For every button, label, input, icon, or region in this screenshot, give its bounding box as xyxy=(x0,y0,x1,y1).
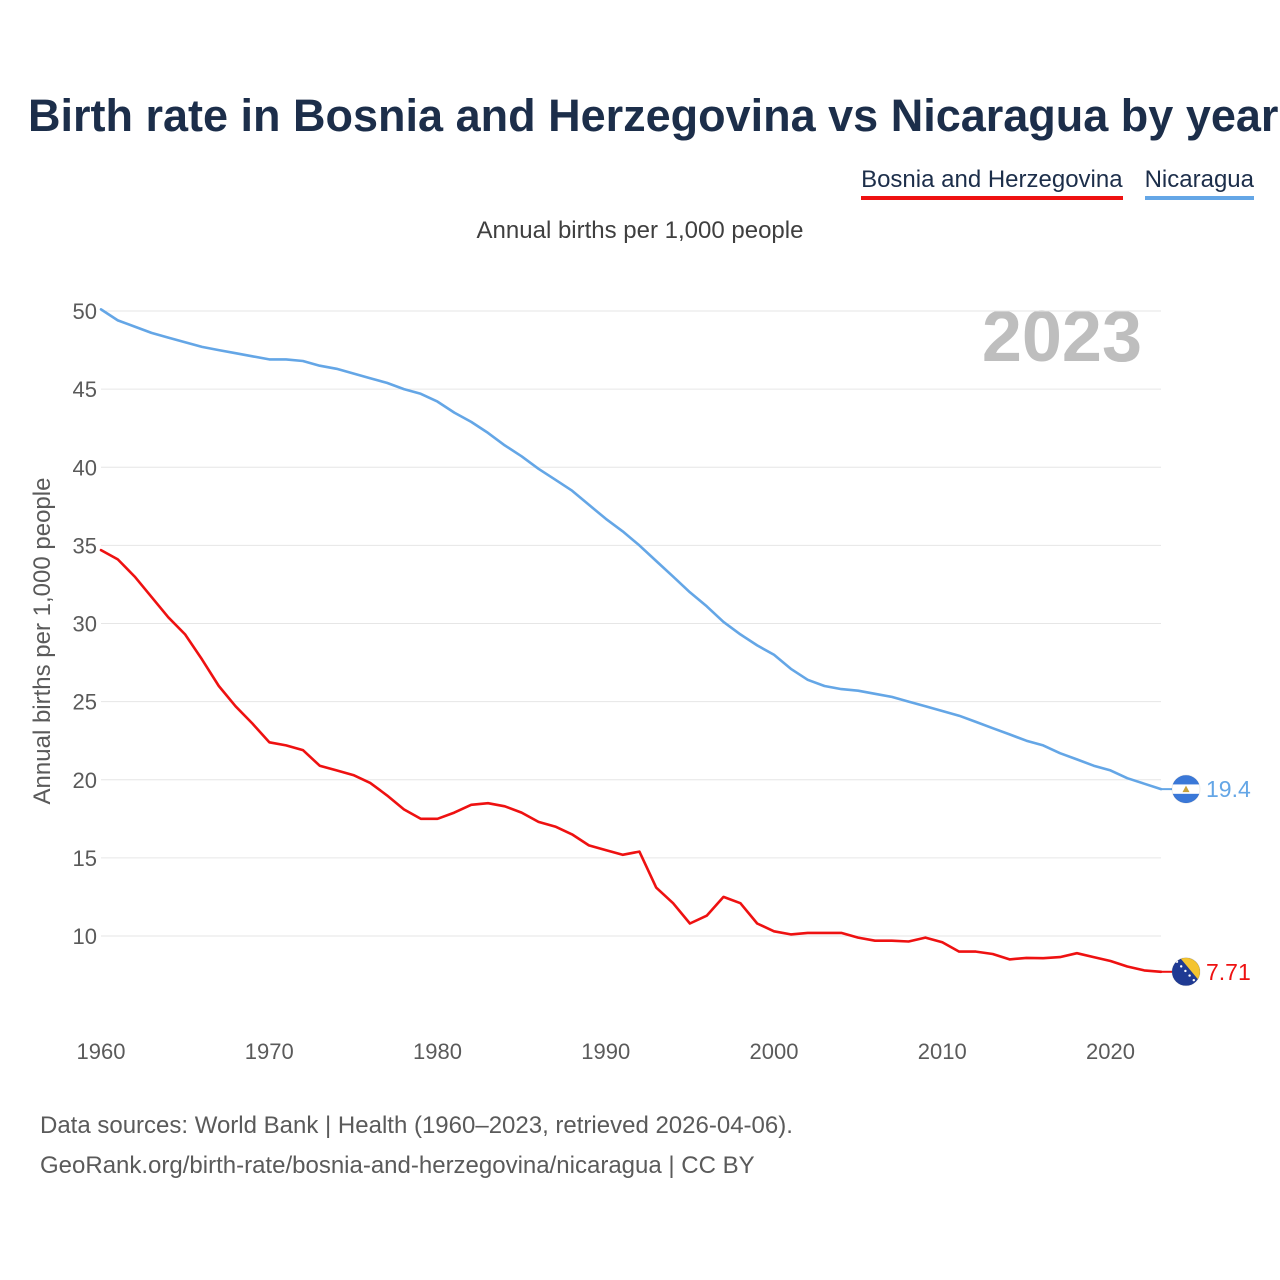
chart-title: Birth rate in Bosnia and Herzegovina vs … xyxy=(28,90,1279,141)
x-tick-label: 1960 xyxy=(77,1039,126,1064)
end-value-label: 7.71 xyxy=(1206,959,1251,985)
x-tick-label: 1980 xyxy=(413,1039,462,1064)
end-value-label: 19.4 xyxy=(1206,776,1251,802)
source-line-2: GeoRank.org/birth-rate/bosnia-and-herzeg… xyxy=(40,1152,755,1179)
y-axis-label: Annual births per 1,000 people xyxy=(29,478,56,805)
year-watermark: 2023 xyxy=(981,297,1142,377)
source-note: Data sources: World Bank | Health (1960–… xyxy=(40,1106,793,1186)
x-tick-label: 1970 xyxy=(245,1039,294,1064)
y-tick-label: 25 xyxy=(73,690,97,715)
nicaragua-flag-icon xyxy=(1171,774,1201,804)
y-axis-ticks: 10 15 20 25 30 35 40 45 50 xyxy=(73,299,97,949)
y-tick-label: 10 xyxy=(73,924,97,949)
y-tick-label: 20 xyxy=(73,768,97,793)
x-tick-label: 2010 xyxy=(918,1039,967,1064)
source-line-1: Data sources: World Bank | Health (1960–… xyxy=(40,1112,793,1139)
y-tick-label: 50 xyxy=(73,299,97,324)
y-tick-label: 35 xyxy=(73,533,97,558)
y-tick-label: 30 xyxy=(73,612,97,637)
x-tick-label: 2000 xyxy=(750,1039,799,1064)
x-tick-label: 1990 xyxy=(581,1039,630,1064)
x-axis-ticks: 1960 1970 1980 1990 2000 2010 2020 xyxy=(77,1039,1135,1064)
legend-item-bosnia-and-herzegovina[interactable]: Bosnia and Herzegovina xyxy=(861,166,1123,200)
x-tick-label: 2020 xyxy=(1086,1039,1135,1064)
series-line-bosnia-and-herzegovina[interactable] xyxy=(99,548,1163,974)
y-tick-label: 15 xyxy=(73,846,97,871)
legend: Bosnia and Herzegovina Nicaragua xyxy=(861,166,1254,200)
chart-subtitle: Annual births per 1,000 people xyxy=(476,217,804,244)
series-line-nicaragua[interactable] xyxy=(99,308,1163,791)
bosnia-flag-icon xyxy=(1171,957,1201,987)
y-tick-label: 45 xyxy=(73,377,97,402)
grid-lines xyxy=(101,310,1161,937)
series-lines xyxy=(99,308,1163,974)
end-markers: 7.71 19.4 xyxy=(1161,774,1251,987)
y-tick-label: 40 xyxy=(73,455,97,480)
legend-item-nicaragua[interactable]: Nicaragua xyxy=(1144,166,1254,200)
